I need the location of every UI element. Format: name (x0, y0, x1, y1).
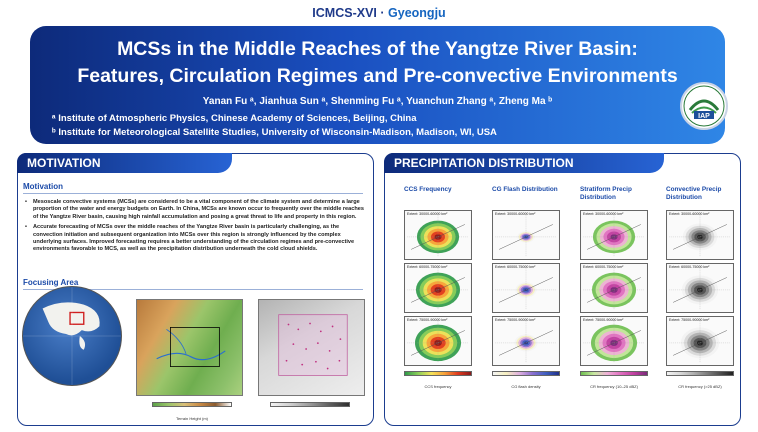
distribution-panel-extent-label: Extent: 60000-75000 km² (495, 265, 536, 269)
title-line-2: Features, Circulation Regimes and Pre-co… (77, 65, 678, 87)
motivation-bullets: Mesoscale convective systems (MCSs) are … (24, 199, 364, 257)
distribution-panel-extent-label: Extent: 60000-75000 km² (669, 265, 710, 269)
distribution-panel: Extent: 30000-60000 km² (404, 210, 472, 260)
motivation-subheading: Motivation (23, 182, 63, 191)
distribution-panel-extent-label: Extent: 30000-60000 km² (583, 212, 624, 216)
distribution-panel: Extent: 75000-90000 km² (404, 316, 472, 366)
distribution-colorbar-label: CCS frequency (424, 384, 452, 389)
column-title-stratiform: Stratiform Precip Distribution (580, 186, 632, 201)
distribution-colorbar (666, 371, 734, 376)
distribution-colorbar (492, 371, 560, 376)
distribution-colorbar-label: CR frequency (>25 dBZ) (678, 384, 722, 389)
terrain-colorbar (152, 402, 232, 407)
distribution-panel: Extent: 60000-75000 km² (492, 263, 560, 313)
column-title-cg-flash: CG Flash Distribution (492, 186, 558, 193)
distribution-panel: Extent: 75000-90000 km² (666, 316, 734, 366)
distribution-panel-extent-label: Extent: 30000-60000 km² (407, 212, 448, 216)
globe-locator-map (22, 286, 122, 386)
svg-text:IAP: IAP (698, 113, 710, 120)
distribution-panel: Extent: 75000-90000 km² (492, 316, 560, 366)
station-terrain-colorbar (270, 402, 350, 407)
distribution-panel-extent-label: Extent: 30000-60000 km² (495, 212, 536, 216)
title-line-1: MCSs in the Middle Reaches of the Yangtz… (117, 38, 638, 60)
distribution-colorbar-label: CG flash density (511, 384, 541, 389)
distribution-colorbar (580, 371, 648, 376)
distribution-panel: Extent: 30000-60000 km² (492, 210, 560, 260)
conference-name: ICMCS-XVI (312, 6, 377, 20)
column-title-convective: Convective Precip Distribution (666, 186, 722, 201)
distribution-panel-extent-label: Extent: 75000-90000 km² (583, 318, 624, 322)
distribution-panel: Extent: 60000-75000 km² (580, 263, 648, 313)
focusing-area-heading: Focusing Area (23, 278, 79, 287)
precipitation-heading: PRECIPITATION DISTRIBUTION (384, 153, 664, 173)
motivation-bullet: Mesoscale convective systems (MCSs) are … (24, 199, 364, 221)
distribution-colorbar (404, 371, 472, 376)
distribution-panel: Extent: 30000-60000 km² (666, 210, 734, 260)
motivation-divider (23, 193, 363, 194)
distribution-panel-extent-label: Extent: 75000-90000 km² (495, 318, 536, 322)
affiliation-a: ᵃ Institute of Atmospheric Physics, Chin… (52, 113, 417, 124)
distribution-panel: Extent: 60000-75000 km² (404, 263, 472, 313)
distribution-panel-extent-label: Extent: 60000-75000 km² (583, 265, 624, 269)
distribution-panel-extent-label: Extent: 60000-75000 km² (407, 265, 448, 269)
distribution-panel: Extent: 75000-90000 km² (580, 316, 648, 366)
column-title-ccs-frequency: CCS Frequency (404, 186, 452, 193)
terrain-map (136, 299, 243, 396)
distribution-panel-extent-label: Extent: 75000-90000 km² (669, 318, 710, 322)
motivation-bullet: Accurate forecasting of MCSs over the mi… (24, 224, 364, 254)
distribution-colorbar-label: CR frequency (10–25 dBZ) (590, 384, 638, 389)
distribution-panel: Extent: 30000-60000 km² (580, 210, 648, 260)
distribution-panel-extent-label: Extent: 75000-90000 km² (407, 318, 448, 322)
author-list: Yanan Fu ᵃ, Jianhua Sun ᵃ, Shenming Fu ᵃ… (202, 96, 553, 107)
conference-city: Gyeongju (388, 6, 446, 20)
terrain-colorbar-label: Terrain Height (m) (175, 416, 208, 421)
distribution-panel: Extent: 60000-75000 km² (666, 263, 734, 313)
motivation-heading: MOTIVATION (17, 153, 232, 173)
distribution-panel-extent-label: Extent: 30000-60000 km² (669, 212, 710, 216)
station-map (258, 299, 365, 396)
affiliation-b: ᵇ Institute for Meteorological Satellite… (52, 127, 497, 138)
focusing-area-divider (23, 289, 363, 290)
iap-logo-icon: IAP (680, 82, 728, 130)
conference-label: ICMCS-XVI · Gyeongju (0, 6, 758, 20)
conference-separator: · (380, 6, 385, 20)
title-banner: MCSs in the Middle Reaches of the Yangtz… (30, 26, 725, 144)
poster-title: MCSs in the Middle Reaches of the Yangtz… (30, 36, 725, 90)
